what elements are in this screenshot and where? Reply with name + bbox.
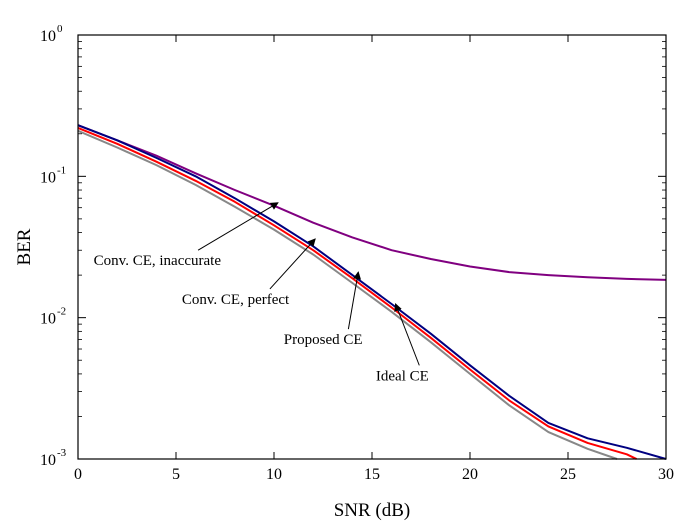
x-axis-label: SNR (dB) [334, 500, 411, 521]
y-tick-label: 10 [40, 452, 56, 469]
y-tick-label: 10 [40, 311, 56, 328]
annotation-arrow-1 [197, 202, 279, 251]
x-tick-label: 0 [74, 466, 82, 483]
annotation-layer: Conv. CE, inaccurate Conv. CE, perfect Pro… [94, 202, 429, 384]
series-line-1 [77, 124, 667, 281]
y-tick-label: 10 [40, 169, 56, 186]
annotation-label-3: Proposed CE [284, 332, 363, 348]
series-line-3 [77, 126, 638, 460]
plot-frame [77, 34, 667, 460]
y-tick-label: 10 [40, 28, 56, 45]
annotation-arrow-3 [347, 271, 362, 330]
x-tick-label: 20 [462, 466, 478, 483]
y-tick-exponent: -2 [57, 306, 66, 318]
x-tick-label: 5 [172, 466, 180, 483]
series-line-4 [77, 129, 618, 460]
y-tick-exponent: 0 [57, 23, 63, 35]
y-tick-exponent: -3 [57, 447, 67, 459]
y-axis-label: BER [14, 228, 35, 265]
series-layer [77, 124, 667, 460]
annotation-arrow-4 [394, 303, 420, 366]
series-line-2 [77, 124, 667, 460]
x-tick-label: 10 [266, 466, 282, 483]
annotation-label-2: Conv. CE, perfect [182, 292, 290, 308]
x-tick-label: 25 [560, 466, 576, 483]
x-tick-label: 30 [658, 466, 674, 483]
annotation-label-1: Conv. CE, inaccurate [94, 253, 222, 269]
annotation-label-4: Ideal CE [376, 368, 429, 384]
y-tick-exponent: -1 [57, 164, 66, 176]
x-tick-label: 15 [364, 466, 380, 483]
annotation-arrow-2 [269, 238, 316, 290]
